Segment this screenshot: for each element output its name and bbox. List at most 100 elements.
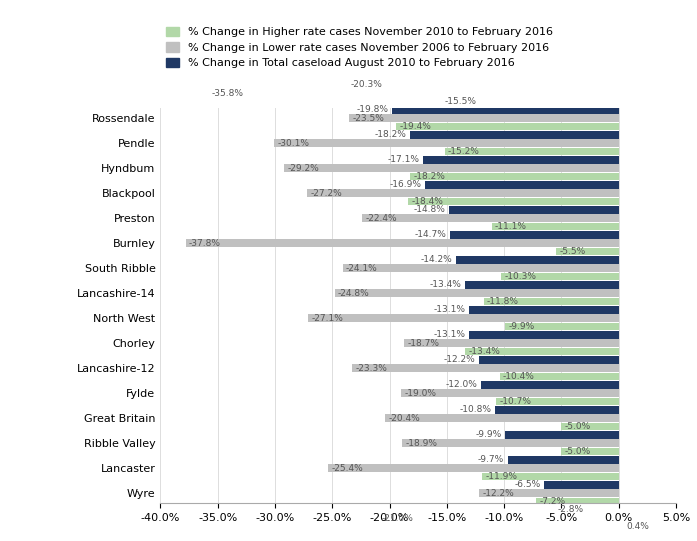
Bar bbox=[468, 306, 619, 314]
Text: -37.8%: -37.8% bbox=[189, 239, 221, 248]
Text: -12.2%: -12.2% bbox=[482, 489, 514, 498]
Text: -25.4%: -25.4% bbox=[331, 464, 363, 473]
Bar bbox=[449, 206, 619, 214]
Bar bbox=[362, 214, 619, 222]
Text: -15.5%: -15.5% bbox=[445, 97, 477, 106]
Bar bbox=[456, 256, 619, 263]
Bar bbox=[465, 281, 619, 289]
Text: -27.1%: -27.1% bbox=[312, 314, 344, 322]
Bar bbox=[495, 406, 619, 414]
Text: -10.4%: -10.4% bbox=[503, 372, 535, 381]
Bar bbox=[479, 356, 619, 364]
Text: -18.9%: -18.9% bbox=[406, 439, 438, 447]
Bar bbox=[507, 456, 619, 464]
Bar bbox=[500, 273, 619, 280]
Bar bbox=[445, 148, 619, 155]
Bar bbox=[482, 473, 619, 480]
Text: -7.2%: -7.2% bbox=[539, 497, 566, 506]
Bar bbox=[468, 331, 619, 339]
Bar bbox=[500, 373, 619, 380]
Bar bbox=[465, 348, 619, 355]
Text: -9.9%: -9.9% bbox=[509, 322, 535, 331]
Bar bbox=[342, 265, 619, 272]
Text: -24.8%: -24.8% bbox=[338, 289, 369, 298]
Bar bbox=[404, 339, 619, 347]
Bar bbox=[441, 98, 619, 105]
Text: -27.2%: -27.2% bbox=[310, 189, 342, 197]
Text: -18.7%: -18.7% bbox=[408, 339, 440, 348]
Text: -20.3%: -20.3% bbox=[351, 81, 383, 89]
Bar bbox=[587, 506, 619, 513]
Bar bbox=[274, 140, 619, 147]
Bar bbox=[307, 189, 619, 197]
Text: -14.2%: -14.2% bbox=[421, 255, 452, 265]
Text: -19.0%: -19.0% bbox=[404, 388, 436, 398]
Text: -10.3%: -10.3% bbox=[504, 272, 536, 281]
Legend: % Change in Higher rate cases November 2010 to February 2016, % Change in Lower : % Change in Higher rate cases November 2… bbox=[166, 27, 553, 68]
Text: -9.7%: -9.7% bbox=[478, 456, 504, 464]
Bar bbox=[308, 314, 619, 322]
Bar bbox=[284, 164, 619, 172]
Text: -22.4%: -22.4% bbox=[365, 214, 397, 223]
Text: -15.2%: -15.2% bbox=[448, 147, 480, 156]
Bar bbox=[185, 239, 619, 247]
Bar bbox=[556, 248, 619, 255]
Bar bbox=[328, 464, 619, 472]
Text: -5.0%: -5.0% bbox=[565, 422, 591, 431]
Bar bbox=[484, 298, 619, 305]
Bar bbox=[619, 523, 623, 530]
Bar bbox=[423, 156, 619, 164]
Bar bbox=[349, 114, 619, 122]
Bar bbox=[378, 514, 619, 522]
Text: -12.0%: -12.0% bbox=[446, 380, 478, 390]
Text: -23.3%: -23.3% bbox=[355, 364, 387, 373]
Text: -21.0%: -21.0% bbox=[381, 513, 413, 523]
Bar bbox=[385, 414, 619, 422]
Text: -5.5%: -5.5% bbox=[559, 247, 585, 256]
Text: -6.5%: -6.5% bbox=[514, 480, 541, 489]
Text: -14.8%: -14.8% bbox=[414, 206, 445, 214]
Text: -17.1%: -17.1% bbox=[388, 155, 420, 164]
Text: -18.2%: -18.2% bbox=[413, 172, 445, 181]
Bar bbox=[410, 131, 619, 138]
Text: -23.5%: -23.5% bbox=[353, 114, 385, 123]
Bar bbox=[505, 431, 619, 439]
Bar bbox=[544, 481, 619, 489]
Bar bbox=[481, 381, 619, 388]
Text: -24.1%: -24.1% bbox=[346, 263, 378, 273]
Bar bbox=[562, 423, 619, 430]
Bar bbox=[496, 398, 619, 405]
Text: -18.4%: -18.4% bbox=[411, 197, 443, 206]
Bar bbox=[352, 364, 619, 372]
Bar bbox=[410, 173, 619, 180]
Text: -14.7%: -14.7% bbox=[415, 230, 447, 239]
Text: -35.8%: -35.8% bbox=[212, 89, 244, 98]
Bar bbox=[479, 489, 619, 497]
Text: -9.9%: -9.9% bbox=[475, 430, 502, 439]
Bar bbox=[397, 123, 619, 130]
Bar bbox=[208, 89, 619, 97]
Text: -5.0%: -5.0% bbox=[565, 447, 591, 456]
Bar bbox=[392, 106, 619, 114]
Bar bbox=[386, 81, 619, 89]
Bar bbox=[562, 447, 619, 456]
Text: -12.2%: -12.2% bbox=[444, 355, 475, 364]
Text: -11.1%: -11.1% bbox=[495, 222, 527, 231]
Text: -20.4%: -20.4% bbox=[388, 414, 420, 423]
Text: -29.2%: -29.2% bbox=[288, 164, 319, 173]
Text: -16.9%: -16.9% bbox=[390, 180, 422, 189]
Text: 0.4%: 0.4% bbox=[627, 522, 650, 531]
Bar bbox=[450, 231, 619, 239]
Text: -13.4%: -13.4% bbox=[468, 347, 500, 356]
Text: -30.1%: -30.1% bbox=[277, 138, 309, 148]
Text: -10.7%: -10.7% bbox=[500, 397, 532, 406]
Text: -19.8%: -19.8% bbox=[356, 105, 388, 114]
Text: -10.8%: -10.8% bbox=[459, 405, 491, 414]
Text: -18.2%: -18.2% bbox=[375, 130, 407, 140]
Text: -2.8%: -2.8% bbox=[557, 505, 583, 514]
Text: -11.9%: -11.9% bbox=[486, 472, 518, 481]
Bar bbox=[425, 181, 619, 189]
Bar bbox=[402, 439, 619, 447]
Text: -13.4%: -13.4% bbox=[430, 280, 461, 289]
Bar bbox=[335, 289, 619, 297]
